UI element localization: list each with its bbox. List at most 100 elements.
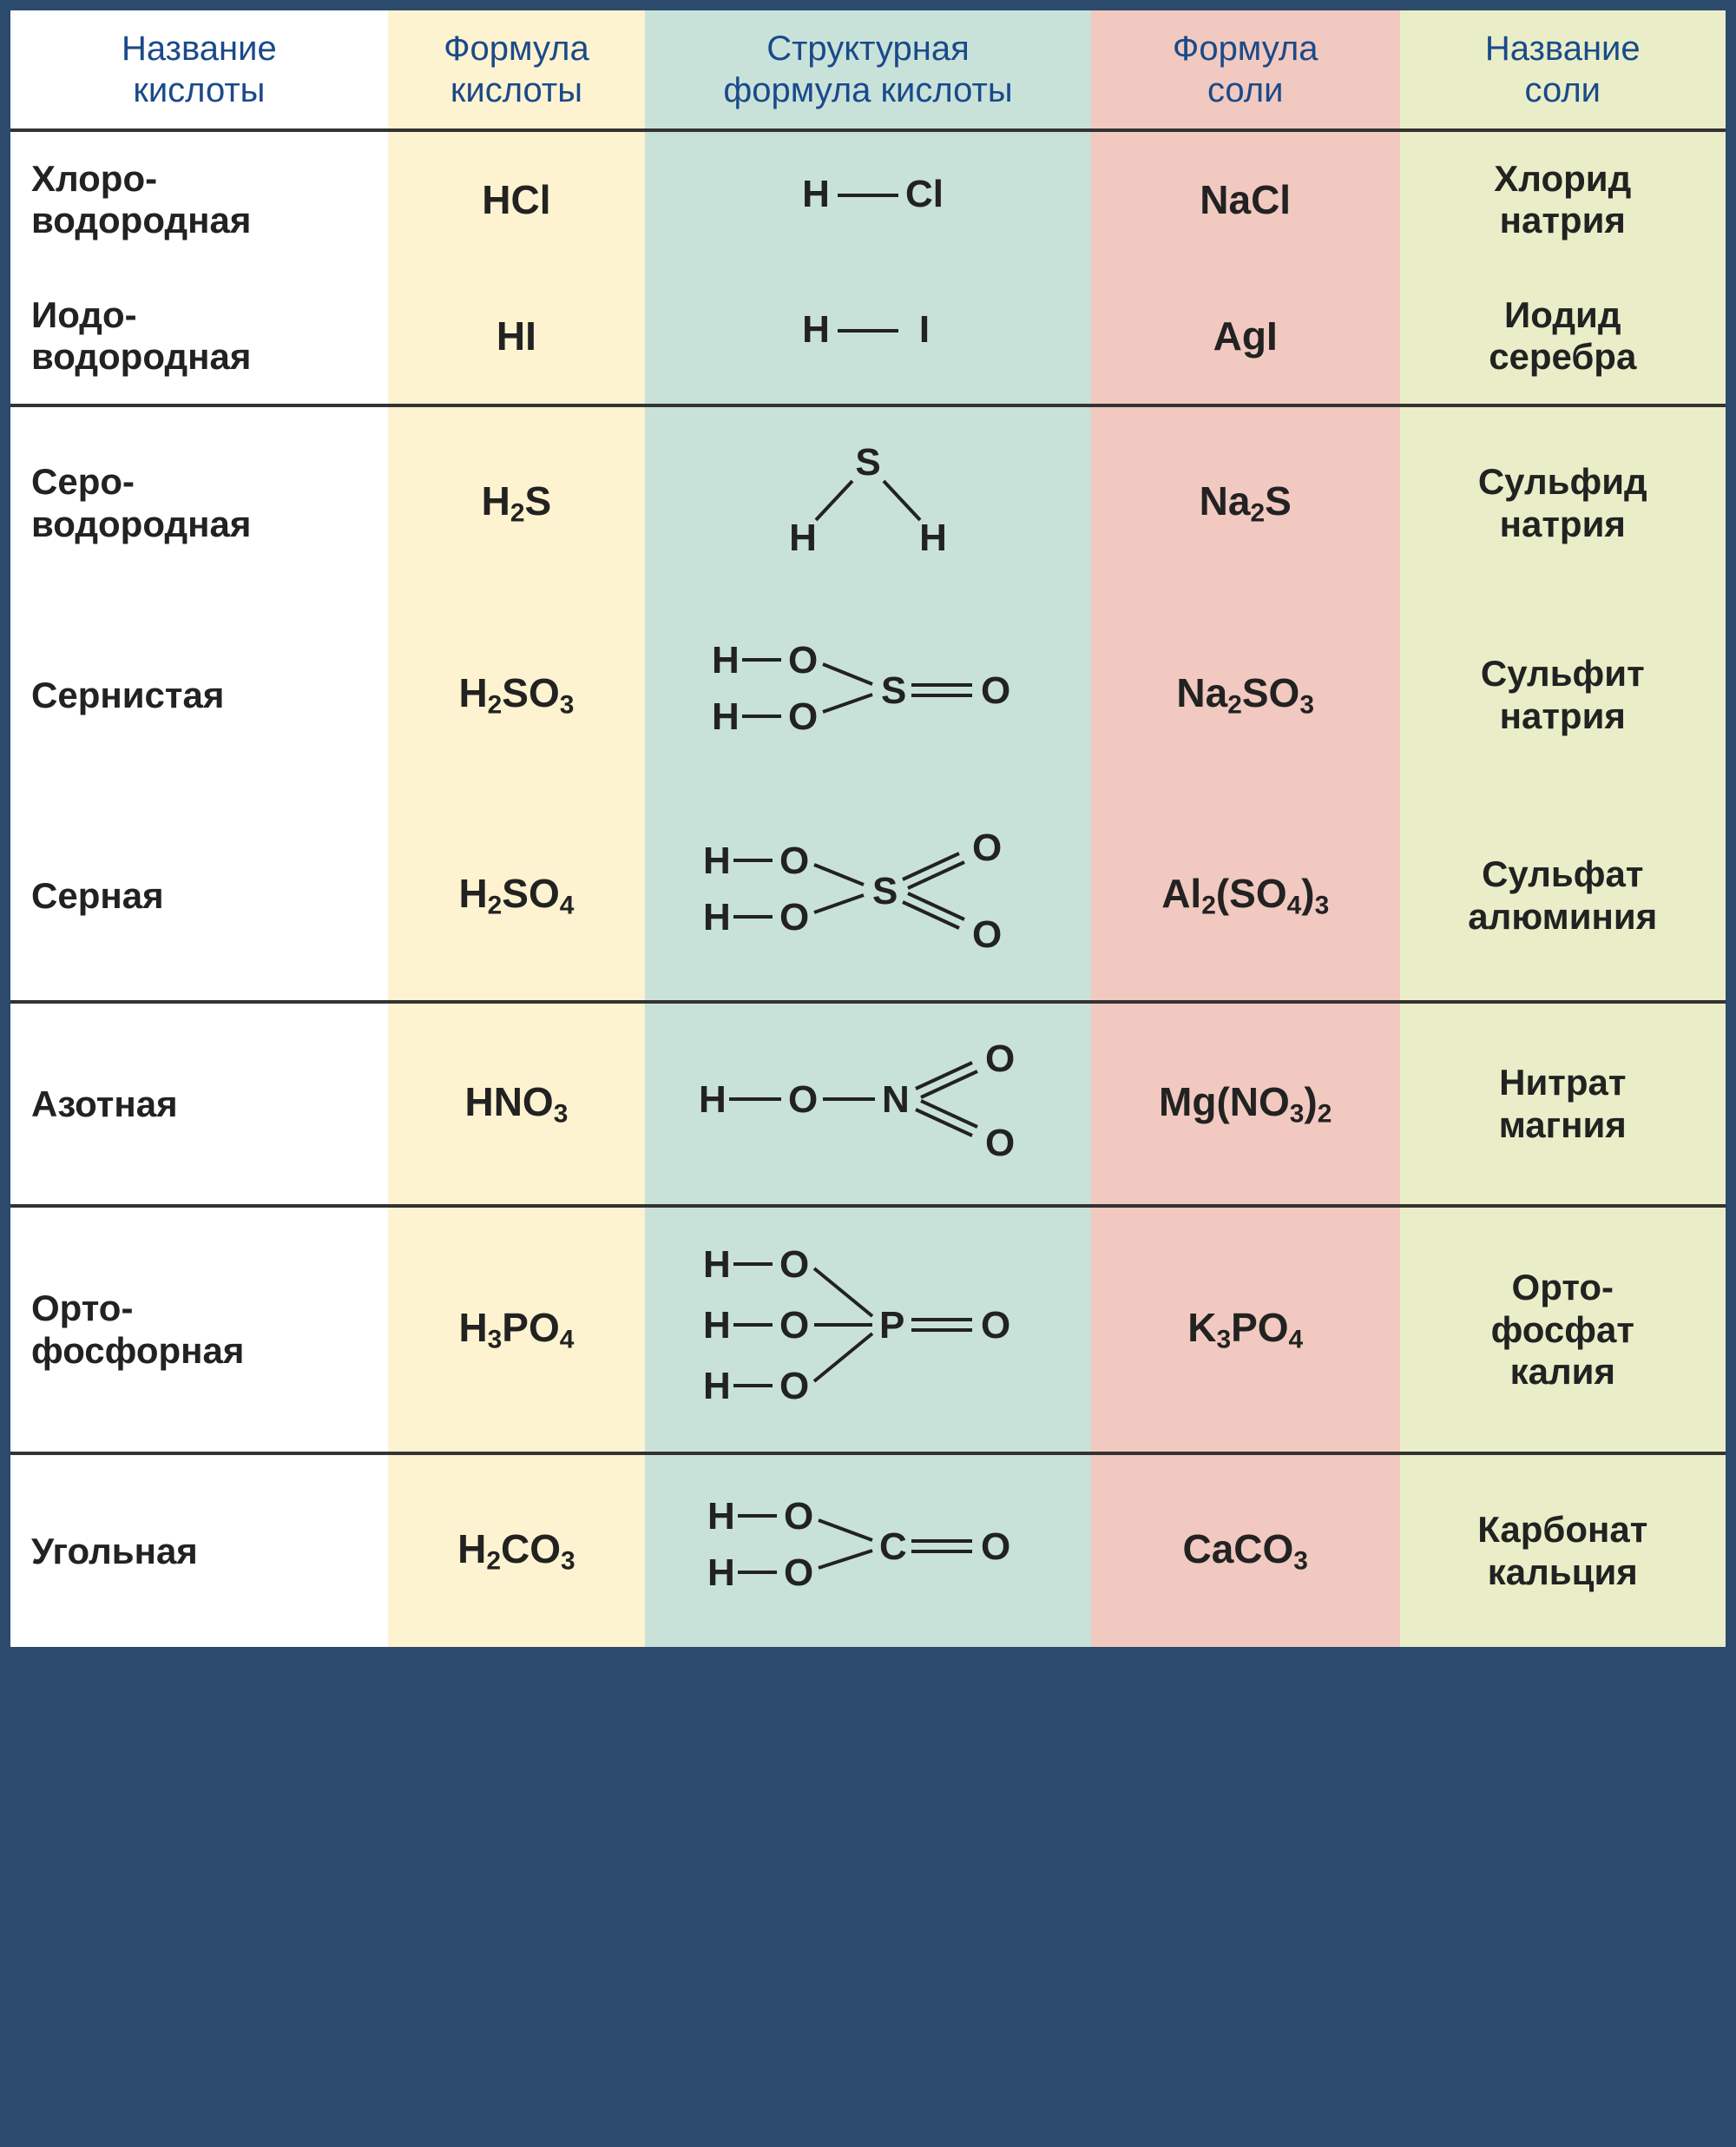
- cell-acid_name: Сернистая: [10, 599, 388, 791]
- svg-text:H: H: [703, 896, 731, 938]
- cell-salt_name: Хлориднатрия: [1400, 130, 1726, 268]
- svg-text:O: O: [985, 1122, 1015, 1164]
- cell-struct: H O H O S O O: [645, 791, 1091, 1002]
- table-row: Хлоро-водороднаяHClHClNaClХлориднатрия: [10, 130, 1726, 268]
- cell-acid_name: Иодо-водородная: [10, 268, 388, 406]
- svg-text:O: O: [981, 669, 1010, 712]
- col-header-acid_name: Названиекислоты: [10, 10, 388, 130]
- svg-text:O: O: [779, 896, 809, 938]
- cell-salt_formula: NaCl: [1091, 130, 1400, 268]
- table-row: Серо-водороднаяH2S S H H Na2SСульфиднатр…: [10, 405, 1726, 599]
- table-row: СернистаяH2SO3 H O H O S O Na2SO3Сульфитна…: [10, 599, 1726, 791]
- svg-text:O: O: [779, 1243, 809, 1286]
- svg-text:H: H: [802, 308, 830, 351]
- svg-text:O: O: [972, 913, 1002, 956]
- cell-acid_name: Орто-фосфорная: [10, 1206, 388, 1453]
- cell-salt_name: Сульфиднатрия: [1400, 405, 1726, 599]
- svg-text:O: O: [788, 695, 818, 738]
- table-row: СернаяH2SO4 H O H O S O O Al2(SO4)3Сульфат…: [10, 791, 1726, 1002]
- cell-acid_name: Угольная: [10, 1453, 388, 1647]
- svg-text:H: H: [703, 1243, 731, 1286]
- cell-struct: H O H O S O: [645, 599, 1091, 791]
- svg-text:O: O: [981, 1304, 1010, 1347]
- cell-acid_name: Хлоро-водородная: [10, 130, 388, 268]
- cell-struct: H O N O O: [645, 1002, 1091, 1206]
- cell-acid_formula: H2S: [388, 405, 645, 599]
- svg-text:O: O: [972, 827, 1002, 869]
- col-header-salt_name: Названиесоли: [1400, 10, 1726, 130]
- svg-text:H: H: [703, 1365, 731, 1407]
- structural-formula: H O H O C O: [681, 1481, 1055, 1621]
- cell-salt_name: Орто-фосфаткалия: [1400, 1206, 1726, 1453]
- cell-salt_formula: K3PO4: [1091, 1206, 1400, 1453]
- cell-acid_name: Азотная: [10, 1002, 388, 1206]
- svg-text:H: H: [707, 1495, 735, 1538]
- cell-salt_name: Сульфитнатрия: [1400, 599, 1726, 791]
- svg-text:C: C: [879, 1525, 907, 1568]
- svg-text:H: H: [712, 639, 740, 682]
- structural-formula: HI: [773, 300, 963, 371]
- structural-formula: H O N O O: [677, 1030, 1059, 1178]
- acids-table: НазваниекислотыФормулакислотыСтруктурная…: [10, 10, 1726, 1647]
- cell-salt_name: Иодидсеребра: [1400, 268, 1726, 406]
- svg-text:H: H: [712, 695, 740, 738]
- cell-acid_formula: H3PO4: [388, 1206, 645, 1453]
- cell-salt_formula: CaCO3: [1091, 1453, 1400, 1647]
- cell-struct: H O H O C O: [645, 1453, 1091, 1647]
- svg-text:O: O: [784, 1551, 813, 1594]
- svg-text:O: O: [788, 639, 818, 682]
- col-header-acid_formula: Формулакислоты: [388, 10, 645, 130]
- svg-text:H: H: [919, 517, 947, 559]
- cell-struct: H Cl: [645, 130, 1091, 268]
- structural-formula: H O H O S O O: [677, 817, 1059, 974]
- svg-text:O: O: [788, 1078, 818, 1121]
- cell-acid_formula: H2SO3: [388, 599, 645, 791]
- svg-text:H: H: [802, 173, 830, 215]
- structural-formula: H Cl: [773, 165, 963, 235]
- svg-text:Cl: Cl: [905, 173, 944, 215]
- svg-text:I: I: [919, 308, 930, 351]
- table-body: Хлоро-водороднаяHClHClNaClХлориднатрияИо…: [10, 130, 1726, 1647]
- svg-text:O: O: [779, 1365, 809, 1407]
- table-row: УгольнаяH2CO3 H O H O C O CaCO3Карбонаткал…: [10, 1453, 1726, 1647]
- table-row: Орто-фосфорнаяH3PO4 HO HO HO P O K3PO4Ор…: [10, 1206, 1726, 1453]
- cell-struct: HO HO HO P O: [645, 1206, 1091, 1453]
- cell-salt_name: Нитратмагния: [1400, 1002, 1726, 1206]
- cell-acid_formula: H2CO3: [388, 1453, 645, 1647]
- table-row: Иодо-водороднаяHIHIAgIИодидсеребра: [10, 268, 1726, 406]
- cell-salt_name: Сульфаталюминия: [1400, 791, 1726, 1002]
- svg-text:H: H: [699, 1078, 727, 1121]
- cell-salt_formula: Al2(SO4)3: [1091, 791, 1400, 1002]
- svg-text:S: S: [855, 441, 880, 484]
- svg-text:N: N: [882, 1078, 910, 1121]
- svg-text:O: O: [784, 1495, 813, 1538]
- structural-formula: S H H: [755, 433, 981, 573]
- cell-salt_name: Карбонаткальция: [1400, 1453, 1726, 1647]
- table-header: НазваниекислотыФормулакислотыСтруктурная…: [10, 10, 1726, 130]
- svg-text:O: O: [981, 1525, 1010, 1568]
- structural-formula: HO HO HO P O: [677, 1234, 1059, 1426]
- svg-text:H: H: [789, 517, 817, 559]
- cell-salt_formula: AgI: [1091, 268, 1400, 406]
- col-header-struct: Структурнаяформула кислоты: [645, 10, 1091, 130]
- cell-acid_formula: H2SO4: [388, 791, 645, 1002]
- cell-salt_formula: Mg(NO3)2: [1091, 1002, 1400, 1206]
- svg-text:S: S: [872, 870, 898, 912]
- cell-salt_formula: Na2SO3: [1091, 599, 1400, 791]
- svg-text:O: O: [779, 840, 809, 882]
- svg-text:H: H: [703, 840, 731, 882]
- table-row: АзотнаяHNO3 H O N O O Mg(NO3)2Нитратмагн…: [10, 1002, 1726, 1206]
- cell-acid_formula: HI: [388, 268, 645, 406]
- svg-text:H: H: [707, 1551, 735, 1594]
- cell-acid_name: Серная: [10, 791, 388, 1002]
- svg-text:O: O: [985, 1037, 1015, 1080]
- cell-acid_name: Серо-водородная: [10, 405, 388, 599]
- cell-struct: HI: [645, 268, 1091, 406]
- svg-text:H: H: [703, 1304, 731, 1347]
- structural-formula: H O H O S O: [686, 625, 1050, 765]
- cell-salt_formula: Na2S: [1091, 405, 1400, 599]
- cell-acid_formula: HCl: [388, 130, 645, 268]
- cell-struct: S H H: [645, 405, 1091, 599]
- svg-text:P: P: [879, 1304, 904, 1347]
- svg-text:S: S: [881, 669, 906, 712]
